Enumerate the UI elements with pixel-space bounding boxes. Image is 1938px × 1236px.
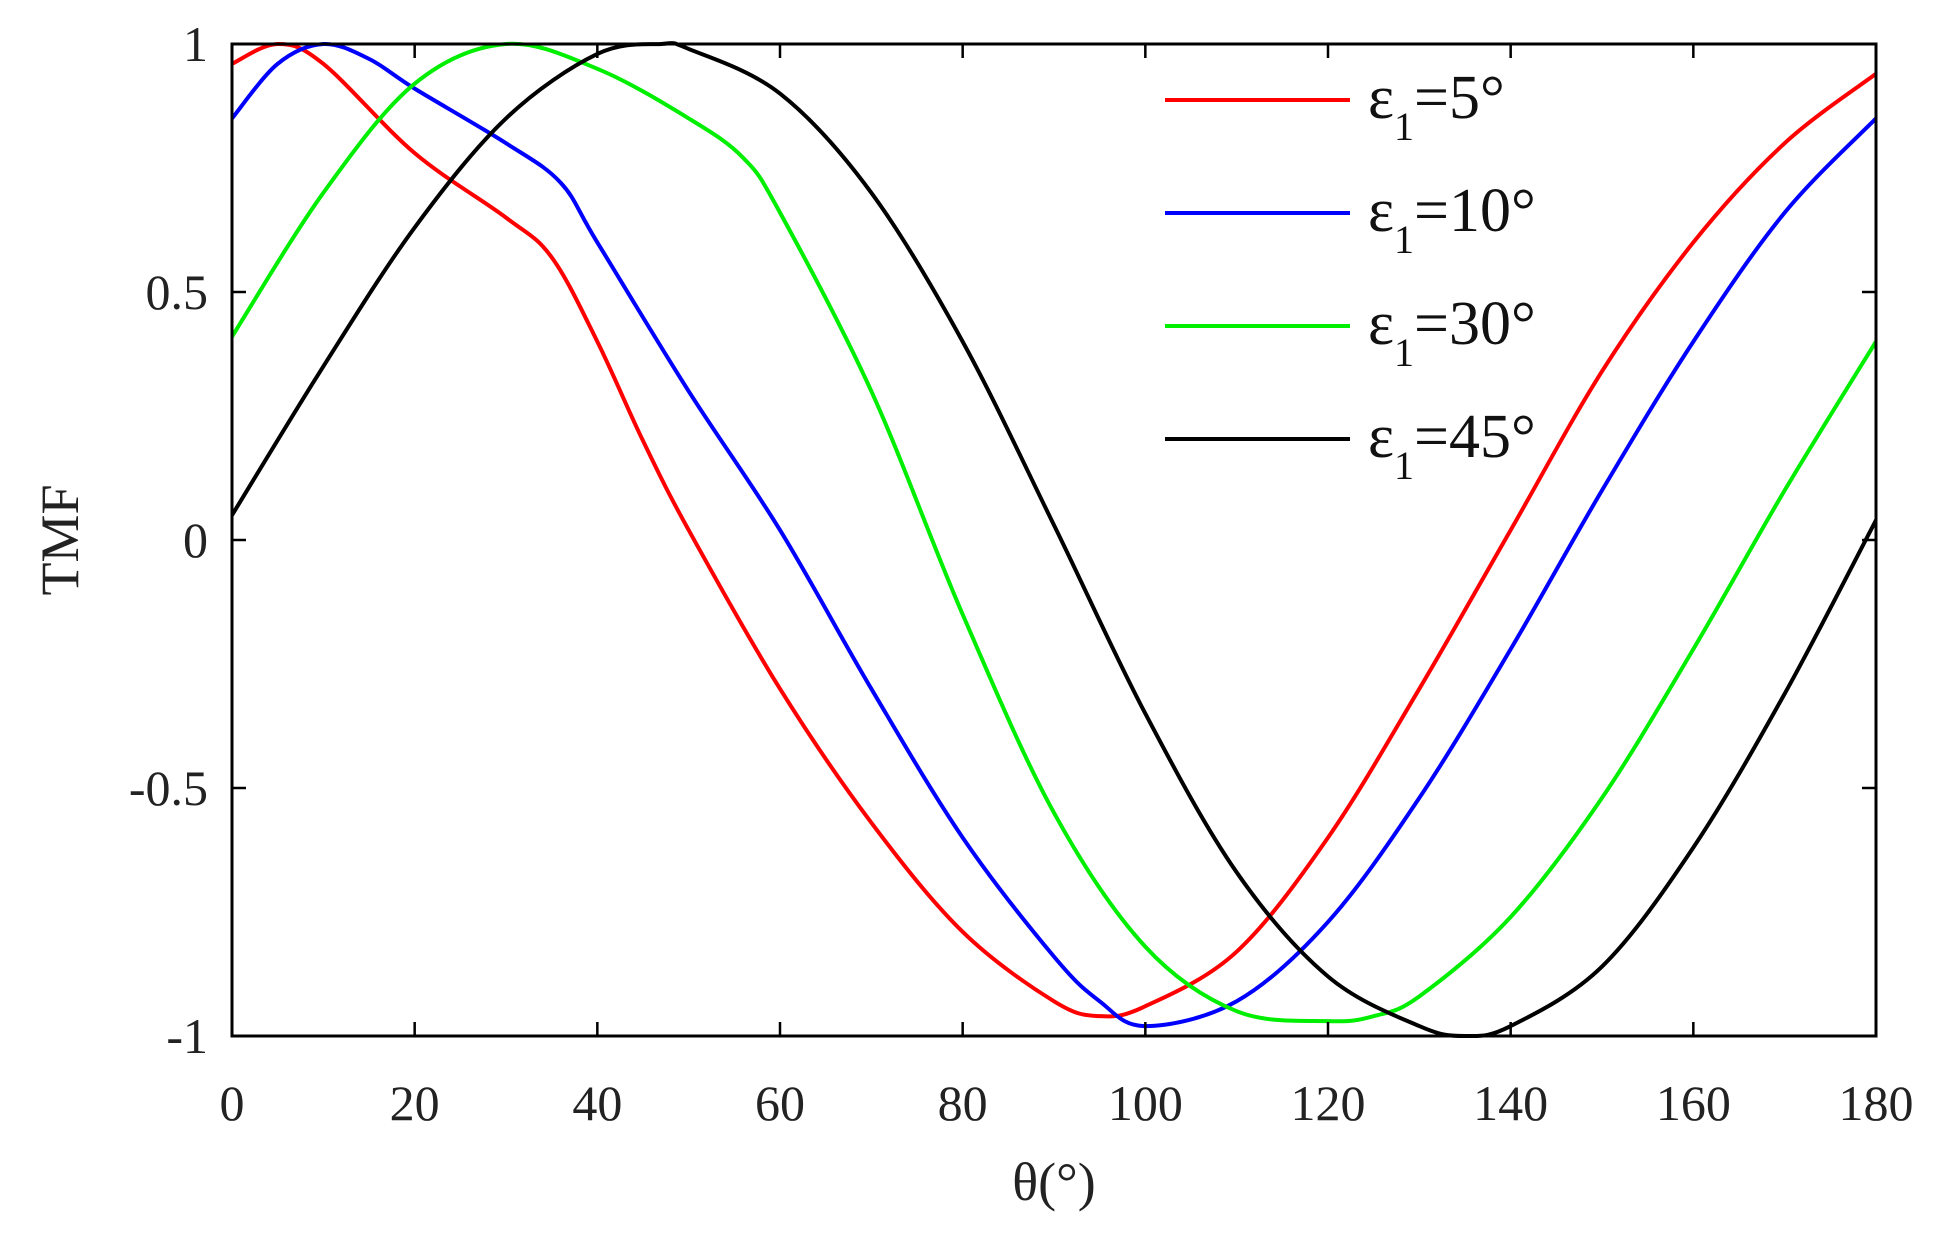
ticks-layer <box>230 42 1878 1038</box>
x-tick-label: 0 <box>220 1075 245 1131</box>
y-tick-label: 1 <box>183 16 208 72</box>
legend-label-1: ε1=5° <box>1368 64 1505 149</box>
series-line-2 <box>232 41 1876 1029</box>
x-tick-label: 100 <box>1108 1075 1183 1131</box>
x-tick-label: 160 <box>1656 1075 1731 1131</box>
plot-area <box>230 41 1878 1039</box>
legend-label-subscript: 1 <box>1394 104 1414 149</box>
legend-label-symbol: ε <box>1368 290 1394 358</box>
legend-label-symbol: ε <box>1368 403 1394 471</box>
legend: ε1=5°ε1=10°ε1=30°ε1=45° <box>1165 64 1536 488</box>
y-tick-label: 0 <box>183 512 208 568</box>
x-tick-labels: 0 20 40 60 80 100 120 140 160 180 <box>220 1075 1914 1131</box>
x-axis-label: θ(°) <box>1012 1152 1095 1212</box>
legend-label-subscript: 1 <box>1394 217 1414 262</box>
series-line-1 <box>232 42 1876 1019</box>
series-line-3 <box>232 41 1876 1024</box>
y-tick-label: 0.5 <box>146 264 209 320</box>
legend-label-value: =5° <box>1414 64 1505 132</box>
legend-label-symbol: ε <box>1368 177 1394 245</box>
legend-label-3: ε1=30° <box>1368 290 1536 375</box>
legend-label-subscript: 1 <box>1394 443 1414 488</box>
series-layer <box>232 41 1876 1039</box>
plot-frame <box>230 42 1878 1038</box>
y-tick-labels: -1 -0.5 0 0.5 1 <box>129 16 208 1064</box>
x-tick-label: 120 <box>1291 1075 1366 1131</box>
x-tick-label: 180 <box>1839 1075 1914 1131</box>
legend-label-value: =45° <box>1414 403 1536 471</box>
legend-label-value: =30° <box>1414 290 1536 358</box>
legend-label-value: =10° <box>1414 177 1536 245</box>
legend-label-4: ε1=45° <box>1368 403 1536 488</box>
y-tick-label: -1 <box>166 1008 208 1064</box>
x-tick-label: 60 <box>755 1075 805 1131</box>
x-tick-label: 80 <box>938 1075 988 1131</box>
y-axis-label: TMF <box>30 484 90 595</box>
x-tick-label: 40 <box>572 1075 622 1131</box>
x-tick-label: 20 <box>390 1075 440 1131</box>
series-line-4 <box>232 41 1876 1039</box>
y-tick-label: -0.5 <box>129 760 208 816</box>
legend-label-subscript: 1 <box>1394 330 1414 375</box>
legend-label-2: ε1=10° <box>1368 177 1536 262</box>
legend-label-symbol: ε <box>1368 64 1394 132</box>
x-tick-label: 140 <box>1473 1075 1548 1131</box>
